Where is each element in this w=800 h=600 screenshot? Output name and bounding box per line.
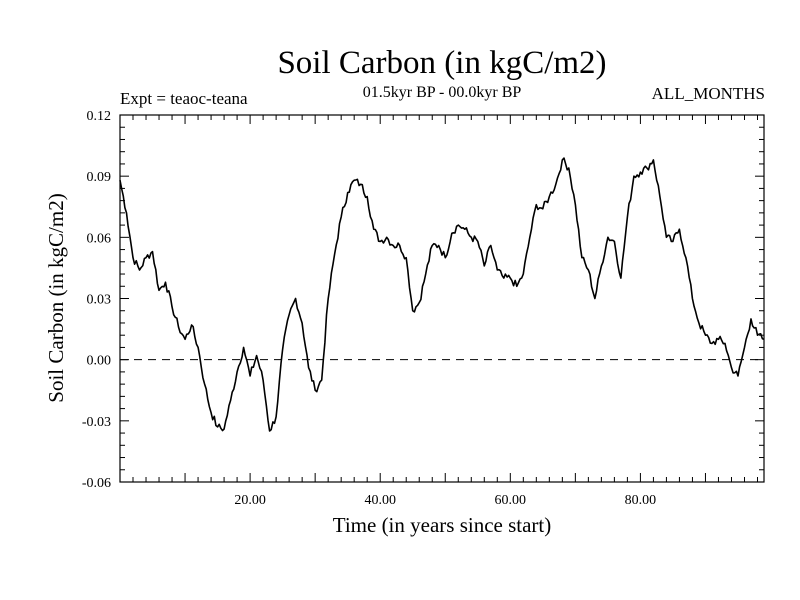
y-axis-label: Soil Carbon (in kgC/m2): [44, 193, 68, 402]
y-tick-label: 0.00: [87, 354, 112, 369]
x-axis-label: Time (in years since start): [333, 513, 552, 537]
y-tick-label: 0.06: [87, 231, 112, 246]
x-tick-label: 60.00: [495, 493, 527, 508]
y-tick-label: 0.09: [87, 170, 112, 185]
chart-subtitle: 01.5kyr BP - 00.0kyr BP: [363, 84, 522, 101]
chart-title: Soil Carbon (in kgC/m2): [277, 45, 606, 81]
soil-carbon-series-line: [119, 157, 765, 432]
x-tick-label: 40.00: [364, 493, 396, 508]
x-tick-label: 20.00: [234, 493, 266, 508]
months-annotation: ALL_MONTHS: [652, 84, 765, 103]
x-tick-label: 80.00: [625, 493, 657, 508]
y-tick-label: -0.03: [82, 415, 111, 430]
y-tick-label: 0.03: [87, 293, 112, 308]
y-tick-label: 0.12: [87, 109, 112, 124]
experiment-annotation: Expt = teaoc-teana: [120, 89, 248, 108]
tick-labels: 20.00 40.00 60.00 80.00 -0.06 -0.03 0.00 0.03 0.…: [82, 109, 656, 508]
y-tick-label: -0.06: [82, 476, 111, 491]
